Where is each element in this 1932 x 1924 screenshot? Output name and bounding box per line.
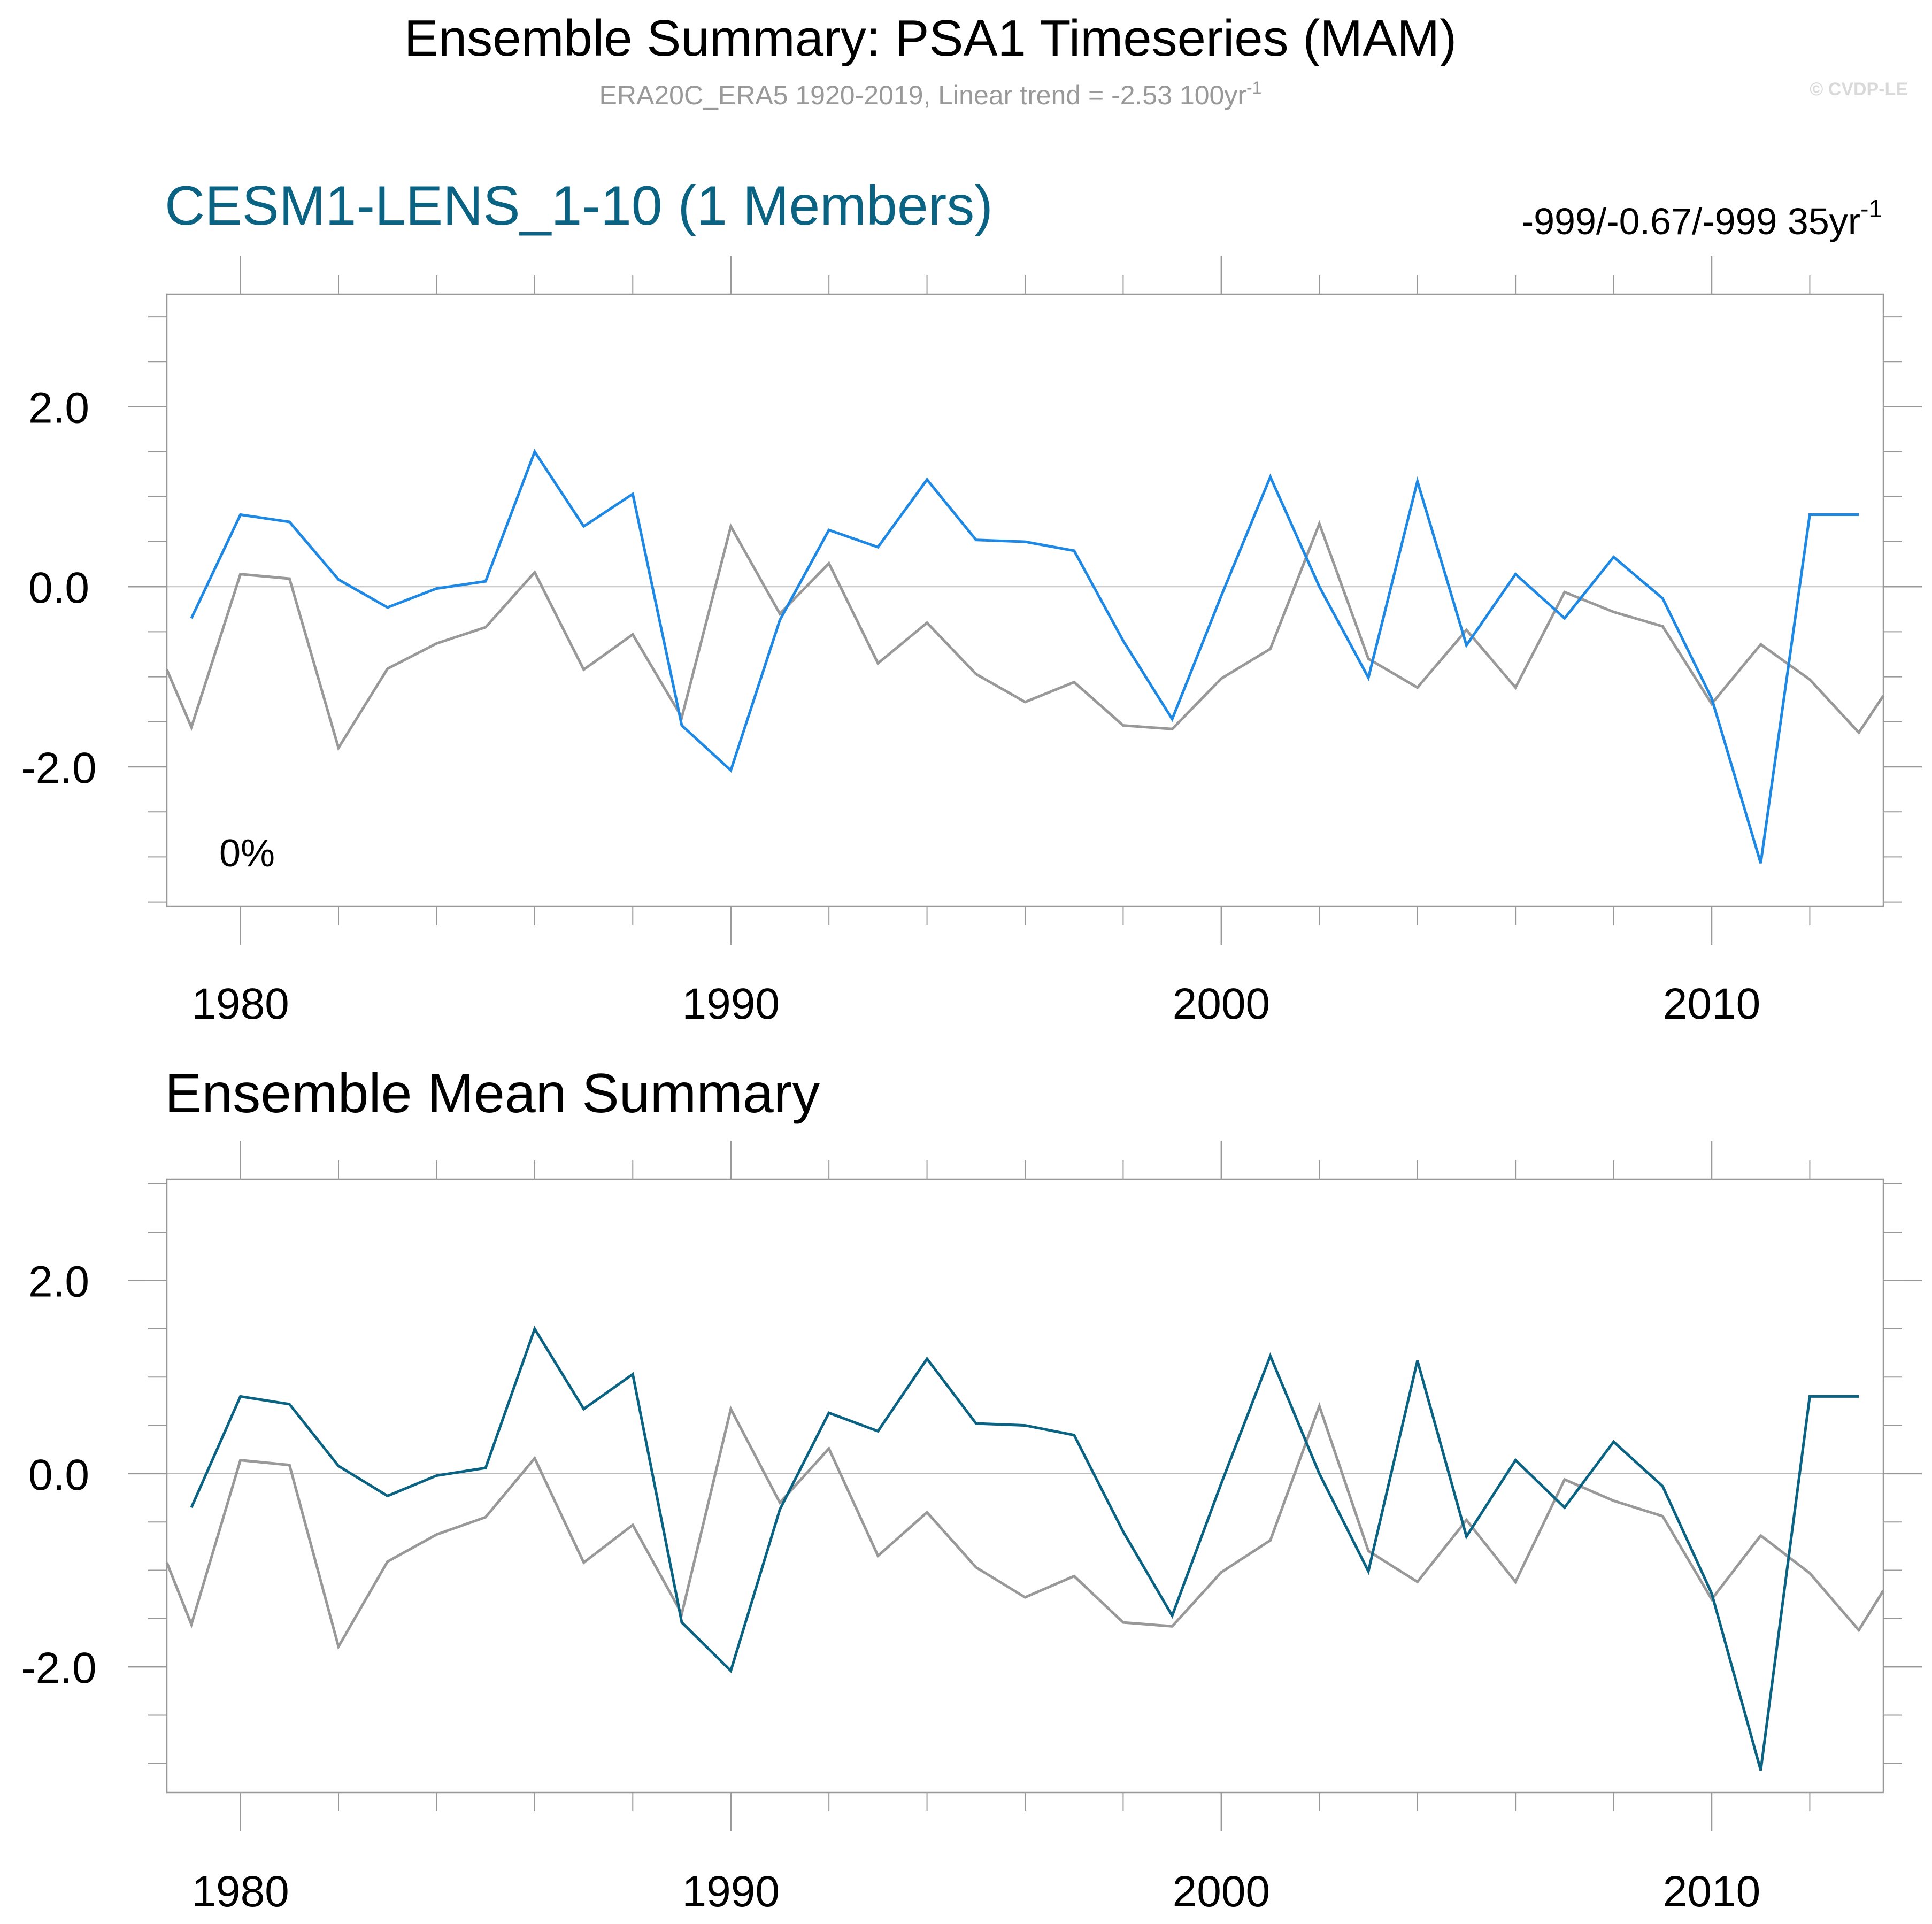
panel1-right-label: -999/-0.67/-999 35yr-1	[1521, 195, 1882, 242]
percent-label: 0%	[219, 832, 275, 875]
subtitle-text: ERA20C_ERA5 1920-2019, Linear trend = -2…	[599, 80, 1247, 110]
subtitle: ERA20C_ERA5 1920-2019, Linear trend = -2…	[599, 78, 1262, 110]
x-tick-label: 1990	[682, 1867, 780, 1916]
panel1-plot: 1980 1990 2000 2010 -2.0 0.0 2.0 0%	[21, 256, 1922, 1028]
x-tick-label: 1990	[682, 980, 780, 1028]
y-tick-label: 0.0	[28, 1451, 89, 1499]
x-tick-label: 2010	[1663, 1867, 1760, 1916]
x-tick-label: 2000	[1173, 1867, 1270, 1916]
obs-series-line	[165, 1402, 1885, 1650]
x-tick-label: 2010	[1663, 980, 1760, 1028]
panel1-right-label-text: -999/-0.67/-999 35yr	[1521, 201, 1860, 242]
y-tick-label: -2.0	[21, 1644, 96, 1692]
watermark: © CVDP-LE	[1810, 79, 1908, 99]
subtitle-superscript: -1	[1246, 78, 1261, 97]
panel1-right-label-sup: -1	[1860, 195, 1882, 222]
plot-frame	[166, 1178, 1884, 1794]
model-series-line	[190, 1326, 1859, 1771]
main-title: Ensemble Summary: PSA1 Timeseries (MAM)	[404, 10, 1457, 67]
y-tick-label: 0.0	[28, 564, 89, 612]
y-tick-label: 2.0	[28, 383, 89, 432]
x-tick-label: 2000	[1173, 980, 1270, 1028]
y-tick-label: -2.0	[21, 744, 96, 792]
panel1-title: CESM1-LENS_1-10 (1 Members)	[165, 175, 993, 237]
panel2-title: Ensemble Mean Summary	[165, 1063, 820, 1125]
y-tick-label: 2.0	[28, 1258, 89, 1306]
x-tick-label: 1980	[191, 980, 289, 1028]
panel2-plot: 1980 1990 2000 2010 -2.0 0.0 2.0	[21, 1141, 1922, 1916]
obs-series-line	[165, 520, 1885, 751]
model-series-line	[190, 449, 1859, 864]
x-tick-label: 1980	[191, 1867, 289, 1916]
plot-frame	[166, 293, 1884, 907]
